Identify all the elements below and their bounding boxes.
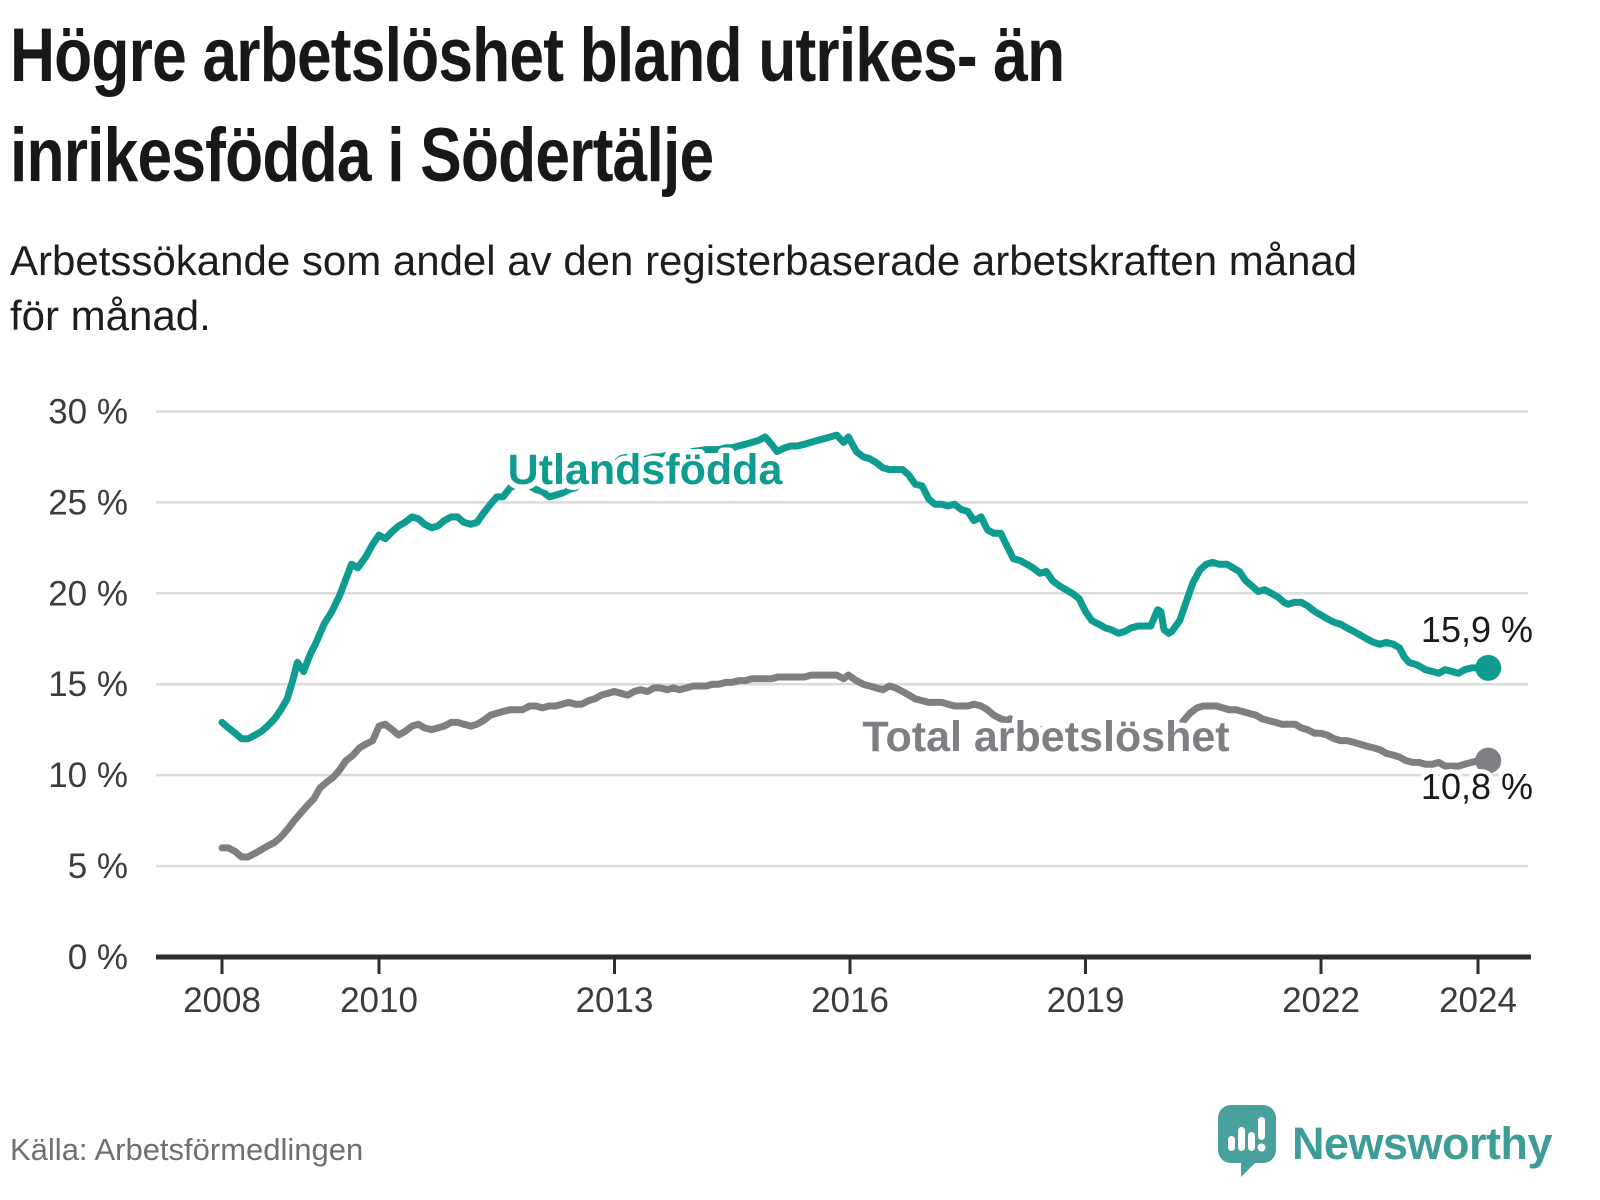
x-axis-tick-label: 2022 xyxy=(1282,981,1360,1020)
x-axis-tick-label: 2008 xyxy=(183,981,261,1020)
x-axis-tick-label: 2019 xyxy=(1047,981,1125,1020)
y-axis-tick-label: 25 % xyxy=(48,483,128,522)
chart-subtitle-line-2: för månad. xyxy=(10,292,211,340)
y-axis-tick-label: 5 % xyxy=(68,847,128,886)
chart-footer: Källa: Arbetsförmedlingen Newsworthy xyxy=(10,1105,1553,1182)
newsworthy-wordmark: Newsworthy xyxy=(1291,1117,1553,1169)
end-value-label-total: 10,8 % xyxy=(1421,766,1533,807)
page-title-line-2: inrikesfödda i Södertälje xyxy=(10,113,714,199)
y-axis-tick-label: 10 % xyxy=(48,756,128,795)
chart-subtitle: Arbetssökande som andel av den registerb… xyxy=(10,233,1590,344)
y-axis-tick-label: 20 % xyxy=(48,574,128,613)
series-end-dot-total xyxy=(1475,747,1502,774)
end-value-label-utlandsfodda: 15,9 % xyxy=(1421,609,1533,650)
x-axis-tick-label: 2010 xyxy=(340,981,418,1020)
series-line-total xyxy=(218,671,1492,861)
newsworthy-logo: Newsworthy xyxy=(1217,1105,1553,1182)
newsworthy-pin-icon xyxy=(1217,1105,1276,1182)
source-note: Källa: Arbetsförmedlingen xyxy=(10,1132,364,1167)
chart-subtitle-line-1: Arbetssökande som andel av den registerb… xyxy=(10,236,1358,284)
series-label-total: Total arbetslöshet xyxy=(862,713,1229,761)
series-line-utlandsfodda xyxy=(218,431,1492,743)
x-axis-tick-label: 2016 xyxy=(811,981,889,1020)
page-title-line-1: Högre arbetslöshet bland utrikes- än xyxy=(10,13,1065,98)
series-end-dot-utlandsfodda xyxy=(1475,654,1502,681)
page-title: Högre arbetslöshet bland utrikes- än inri… xyxy=(10,6,1590,207)
x-axis-tick-label: 2013 xyxy=(576,981,654,1020)
chart-header: Högre arbetslöshet bland utrikes- än inri… xyxy=(10,6,1590,344)
x-axis-tick-label: 2024 xyxy=(1439,981,1517,1020)
y-axis-tick-label: 30 % xyxy=(48,392,128,431)
y-axis-tick-label: 15 % xyxy=(48,665,128,704)
y-axis-tick-label: 0 % xyxy=(68,938,128,977)
series-label-utlandsfodda: Utlandsfödda xyxy=(508,446,784,494)
